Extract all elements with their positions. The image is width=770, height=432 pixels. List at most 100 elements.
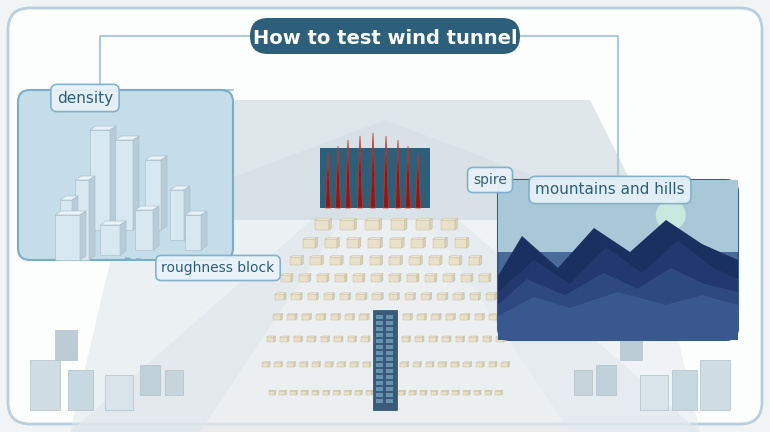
Polygon shape [446,313,456,314]
Polygon shape [290,256,303,257]
Polygon shape [416,219,432,220]
Polygon shape [339,313,340,320]
FancyBboxPatch shape [376,315,383,318]
Polygon shape [409,257,420,265]
Polygon shape [430,391,437,395]
Polygon shape [315,219,331,220]
Polygon shape [441,391,447,395]
FancyBboxPatch shape [115,140,133,230]
Polygon shape [489,314,497,320]
Polygon shape [496,362,497,367]
Polygon shape [413,362,420,367]
FancyBboxPatch shape [386,357,393,360]
Polygon shape [433,239,445,248]
Polygon shape [417,314,425,320]
Polygon shape [120,120,650,220]
Polygon shape [438,362,445,367]
Polygon shape [446,314,454,320]
Polygon shape [382,362,383,367]
Polygon shape [440,256,442,265]
Text: spire: spire [473,173,507,187]
Polygon shape [340,220,354,230]
Polygon shape [310,257,321,265]
Polygon shape [350,362,357,367]
Polygon shape [382,336,383,342]
Polygon shape [274,362,281,367]
Polygon shape [452,391,458,395]
Polygon shape [312,391,318,395]
Polygon shape [397,293,400,300]
Polygon shape [363,362,370,367]
Polygon shape [280,391,286,395]
Polygon shape [374,337,382,342]
Polygon shape [456,336,464,337]
Polygon shape [360,313,369,314]
Polygon shape [477,336,478,342]
Polygon shape [307,336,316,337]
Polygon shape [402,238,404,248]
Polygon shape [317,275,327,282]
Polygon shape [262,362,269,367]
Polygon shape [411,238,426,239]
Polygon shape [269,391,275,395]
Polygon shape [460,313,470,314]
FancyBboxPatch shape [574,370,592,395]
Polygon shape [496,336,505,337]
Polygon shape [403,313,412,314]
Polygon shape [337,362,344,367]
Polygon shape [135,206,159,210]
Polygon shape [393,390,394,395]
Polygon shape [390,238,404,239]
Polygon shape [429,257,440,265]
FancyBboxPatch shape [498,180,738,340]
Polygon shape [335,274,347,275]
Polygon shape [314,336,316,342]
Polygon shape [275,293,286,294]
Polygon shape [316,238,318,248]
Polygon shape [381,293,383,300]
FancyBboxPatch shape [100,225,120,255]
Polygon shape [359,238,361,248]
Polygon shape [400,256,403,265]
Polygon shape [296,390,297,395]
Polygon shape [469,337,477,342]
Polygon shape [353,313,355,320]
Polygon shape [486,293,497,294]
Polygon shape [301,391,307,395]
Polygon shape [416,220,430,230]
Polygon shape [336,146,340,208]
Polygon shape [89,176,95,260]
Polygon shape [321,256,323,265]
Polygon shape [201,211,207,250]
Text: How to test wind tunnel: How to test wind tunnel [253,29,517,48]
Polygon shape [332,362,333,367]
Polygon shape [350,390,351,395]
Polygon shape [382,313,383,320]
FancyBboxPatch shape [140,365,160,395]
Polygon shape [501,362,508,367]
Polygon shape [441,219,457,220]
Polygon shape [120,100,650,220]
Polygon shape [357,294,365,300]
Polygon shape [425,275,435,282]
Polygon shape [490,336,491,342]
Polygon shape [498,292,738,340]
Polygon shape [328,336,330,342]
Polygon shape [371,275,381,282]
Polygon shape [449,256,462,257]
Text: mountains and hills: mountains and hills [535,182,685,197]
Polygon shape [390,220,404,230]
Polygon shape [474,391,480,395]
Polygon shape [333,293,335,300]
Polygon shape [377,390,383,391]
Polygon shape [431,314,440,320]
Polygon shape [377,391,383,395]
Polygon shape [433,238,447,239]
Polygon shape [280,336,289,337]
Polygon shape [346,238,361,239]
Polygon shape [316,293,319,300]
Polygon shape [266,337,274,342]
Polygon shape [430,219,432,230]
Polygon shape [421,294,430,300]
Polygon shape [401,337,409,342]
